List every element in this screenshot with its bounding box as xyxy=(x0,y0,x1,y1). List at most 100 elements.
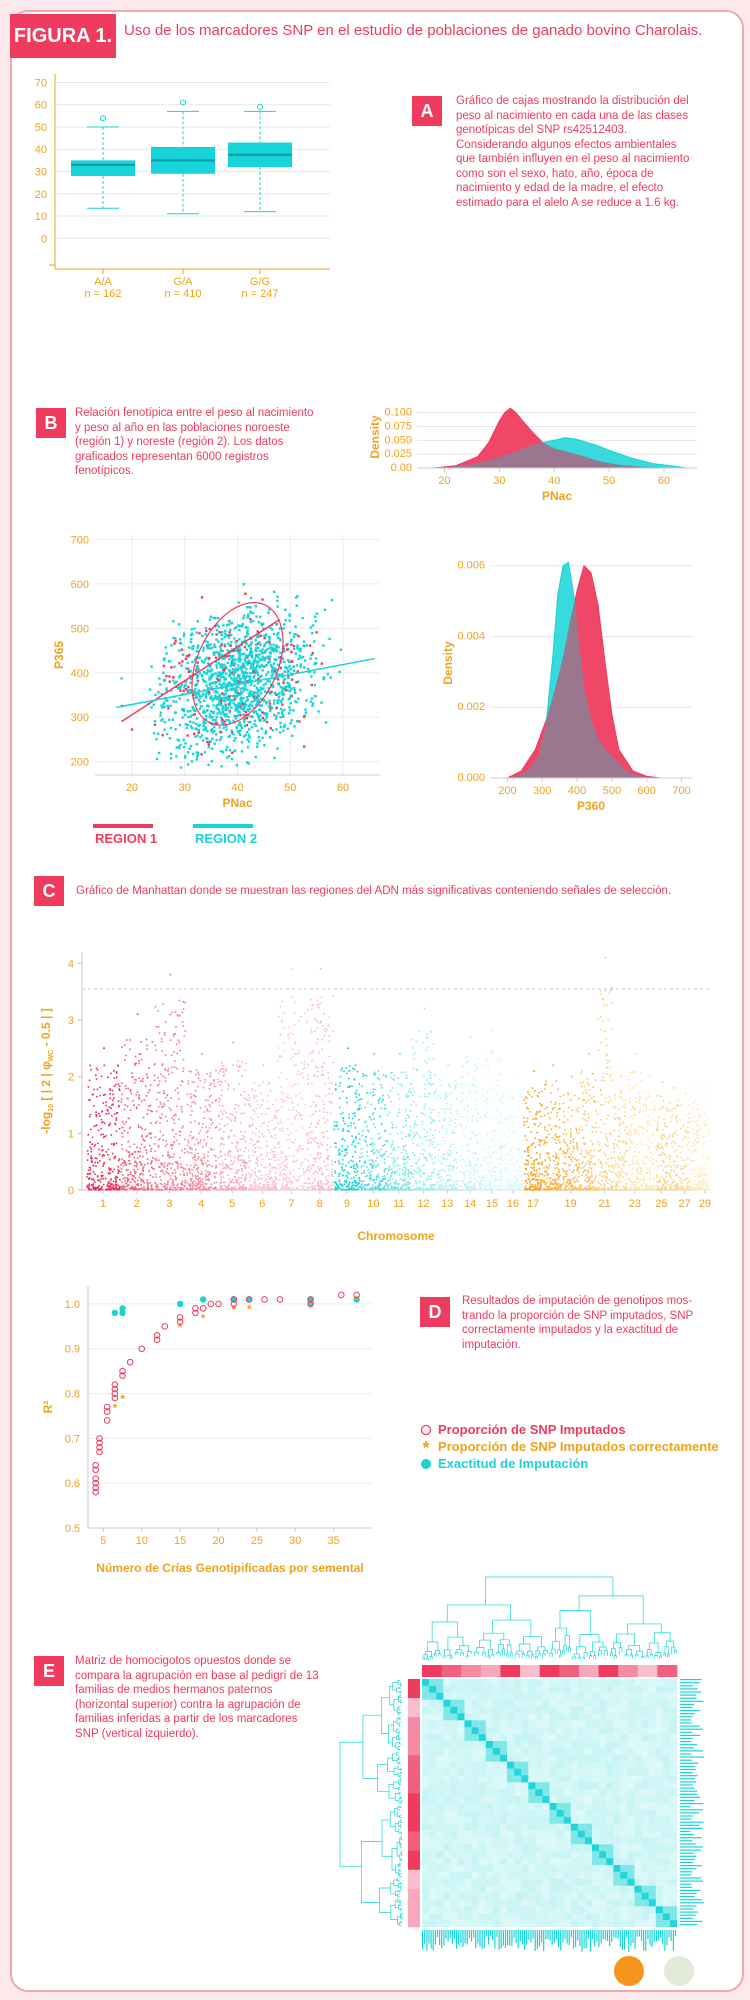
scatter-point xyxy=(238,629,241,632)
snp-point xyxy=(267,1181,269,1183)
snp-point xyxy=(113,1097,115,1099)
snp-point xyxy=(166,1094,168,1097)
snp-point xyxy=(296,1188,298,1191)
snp-point xyxy=(139,1155,141,1158)
snp-point xyxy=(188,1189,190,1191)
snp-point xyxy=(369,1092,372,1094)
snp-point xyxy=(137,1183,140,1185)
scatter-point xyxy=(281,672,284,676)
snp-point xyxy=(371,1167,374,1169)
scatter-point xyxy=(230,757,234,761)
scatter-point xyxy=(162,679,166,682)
snp-point xyxy=(363,1074,365,1077)
snp-point xyxy=(423,1083,426,1085)
scatter-point xyxy=(179,642,183,645)
scatter-point xyxy=(212,704,215,707)
outlier-point xyxy=(257,103,263,110)
scatter-point xyxy=(275,648,278,652)
scatter-point xyxy=(178,687,181,690)
scatter-point xyxy=(240,699,243,702)
snp-point xyxy=(259,1106,261,1109)
snp-point xyxy=(237,1158,240,1160)
snp-point xyxy=(333,1121,336,1123)
snp-point xyxy=(351,1184,354,1187)
snp-point xyxy=(360,1152,363,1155)
snp-point xyxy=(410,1165,413,1167)
snp-point xyxy=(453,1159,455,1162)
snp-point xyxy=(158,1032,161,1034)
snp-point xyxy=(255,1183,257,1186)
scatter-point xyxy=(268,699,271,702)
snp-point xyxy=(280,1091,283,1093)
snp-point xyxy=(343,1070,345,1073)
snp-point xyxy=(314,1158,317,1161)
y-axis-title: Density xyxy=(368,415,382,459)
scatter-point xyxy=(223,678,226,681)
snp-point xyxy=(166,1187,168,1189)
scatter-point xyxy=(219,671,222,674)
snp-point xyxy=(352,1155,354,1158)
scatter-point xyxy=(220,749,223,753)
scatter-point xyxy=(215,681,218,684)
snp-point xyxy=(258,1084,260,1087)
snp-point xyxy=(381,1087,383,1089)
snp-point xyxy=(292,1155,295,1158)
scatter-point xyxy=(217,708,221,711)
scatter-point xyxy=(222,669,226,672)
y-tick-label: 300 xyxy=(71,712,89,724)
scatter-point xyxy=(246,656,249,659)
scatter-point xyxy=(286,727,289,730)
scatter-point xyxy=(249,647,253,651)
scatter-point xyxy=(228,755,231,758)
scatter-point xyxy=(299,656,302,659)
snp-point xyxy=(235,1179,238,1182)
snp-point xyxy=(423,1185,425,1188)
snp-point xyxy=(177,1163,179,1165)
scatter-point xyxy=(261,622,265,626)
scatter-point xyxy=(165,675,168,678)
scatter-point xyxy=(322,677,325,681)
snp-point xyxy=(445,1133,447,1136)
snp-point xyxy=(359,1098,361,1101)
snp-point xyxy=(138,1098,141,1100)
snp-point xyxy=(342,1120,345,1122)
snp-point xyxy=(176,1087,179,1089)
snp-point xyxy=(353,1139,355,1142)
snp-point xyxy=(360,1172,363,1174)
snp-point xyxy=(191,1110,193,1112)
snp-point xyxy=(393,1147,396,1149)
snp-point xyxy=(321,1100,324,1102)
snp-point xyxy=(203,1117,205,1119)
snp-point xyxy=(390,1100,392,1103)
snp-point xyxy=(107,1076,109,1079)
snp-point xyxy=(362,1180,365,1182)
scatter-point xyxy=(255,664,259,668)
scatter-point xyxy=(294,596,298,599)
snp-point xyxy=(347,1173,350,1175)
scatter-point xyxy=(217,640,220,643)
scatter-point xyxy=(239,677,242,681)
scatter-point xyxy=(213,742,216,745)
snp-point xyxy=(285,1187,288,1189)
snp-point xyxy=(128,1153,131,1156)
snp-point xyxy=(367,1101,369,1104)
snp-point xyxy=(278,1167,280,1170)
snp-point xyxy=(255,1127,257,1130)
snp-point xyxy=(235,1064,238,1067)
snp-point xyxy=(430,1185,432,1187)
snp-point xyxy=(295,1160,297,1163)
snp-point xyxy=(254,1188,256,1190)
snp-point xyxy=(166,1168,168,1170)
snp-point xyxy=(392,1078,395,1080)
scatter-point xyxy=(214,656,218,659)
snp-point xyxy=(96,1095,98,1098)
snp-point xyxy=(374,1186,376,1189)
snp-point xyxy=(141,1128,143,1130)
snp-point xyxy=(271,1119,273,1122)
scatter-point xyxy=(172,620,175,623)
snp-point xyxy=(306,1186,309,1189)
snp-point xyxy=(416,1188,419,1191)
snp-point xyxy=(405,1120,407,1122)
snp-point xyxy=(407,1172,410,1175)
snp-point xyxy=(140,1180,142,1182)
